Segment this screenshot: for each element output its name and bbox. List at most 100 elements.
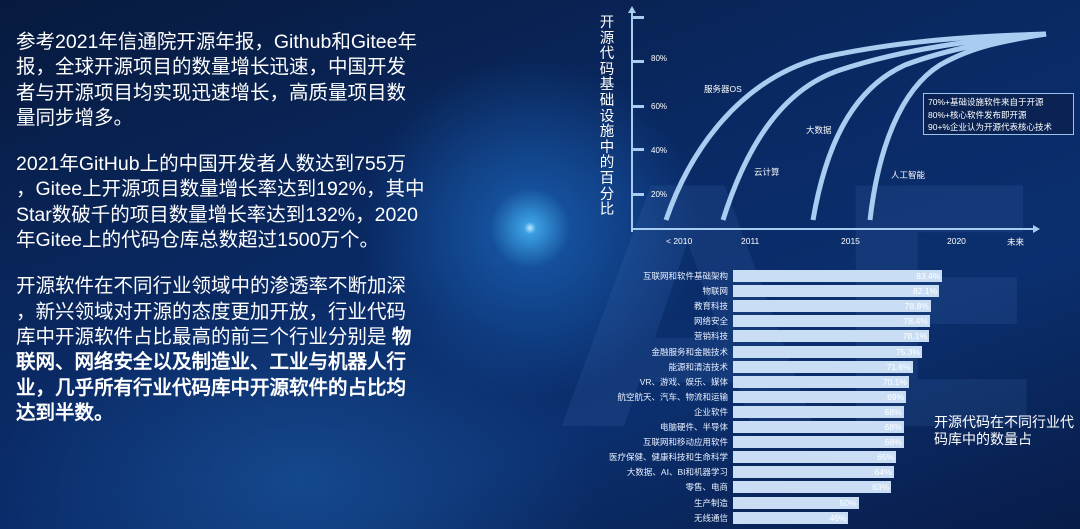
bar <box>733 345 922 358</box>
y-axis-title: 开源代码基础设施中的百分比 <box>599 15 615 219</box>
x-tick-label: 未来 <box>1007 237 1025 247</box>
bar-row: 大数据、AI、BI和机器学习 64% <box>0 466 1080 479</box>
text-segment: Star数破千的项目数量增长率达到132%，2020 <box>16 203 419 226</box>
note-box: 70%+基础设施软件来自于开源 80%+核心软件发布即开源 90+%企业认为开源… <box>923 93 1074 135</box>
bar-category-label: 大数据、AI、BI和机器学习 <box>626 467 728 478</box>
text-line: 参考2021年信通院开源年报，Github和Gitee年 <box>16 30 466 55</box>
bar-row: 能源和清洁技术 71.6% <box>0 360 1080 374</box>
bar <box>733 360 913 373</box>
y-tick-label: 20% <box>651 190 668 199</box>
bar-value-label: 75.3% <box>895 346 920 357</box>
y-tick-label: 40% <box>651 146 668 155</box>
bar-value-label: 50% <box>839 497 857 508</box>
text-line: 库中开源软件占比最高的前三个行业分别是 物 <box>16 325 466 350</box>
bar-row: 教育科技 78.8% <box>0 300 1080 313</box>
text-segment: 物 <box>391 325 412 348</box>
bar-value-label: 82.1% <box>912 286 938 297</box>
bar-value-label: 78.8% <box>904 301 929 312</box>
bar-row: VR、游戏、娱乐、媒体 70.1% <box>0 375 1080 389</box>
text-line: Star数破千的项目数量增长率达到132%，2020 <box>16 203 466 228</box>
bar-row: 互联网和软件基础架构 83.4% <box>0 270 1080 283</box>
curve-label: 大数据 <box>806 125 832 135</box>
bar-row: 金融服务和金融技术 75.3% <box>0 345 1080 359</box>
bar <box>733 315 930 328</box>
bar-row: 企业软件 68% <box>0 405 1080 419</box>
bar-row: 零售、电商 63% <box>0 481 1080 494</box>
text-segment: ，Gitee上开源项目数量增长率达到192%，其中 <box>16 178 425 201</box>
curve-cloud <box>720 31 1047 221</box>
y-ticks <box>632 16 644 196</box>
bar <box>733 496 859 509</box>
bar <box>733 285 940 298</box>
bar-value-label: 65% <box>877 452 895 463</box>
text-segment: 联网、网络安全以及制造业、工业与机器人行 <box>16 351 407 374</box>
y-tick-label: 60% <box>651 102 668 111</box>
text-segment: 年Gitee上的代码仓库总数超过1500万个。 <box>16 229 379 252</box>
text-line: 开源软件在不同行业领域中的渗透率不断加深 <box>16 274 466 299</box>
text-line: 年Gitee上的代码仓库总数超过1500万个。 <box>16 228 466 253</box>
bar-value-label: 71.6% <box>886 361 911 372</box>
x-tick-label: < 2010 <box>666 236 693 246</box>
bar <box>733 405 904 418</box>
bar-category-label: 航空航天、汽车、物流和运输 <box>617 391 728 402</box>
text-line: 业，几乎所有行业代码库中开源软件的占比均 <box>16 376 466 401</box>
bar-value-label: 69% <box>887 391 905 402</box>
bar <box>733 466 894 479</box>
bar-row: 网络安全 78.4% <box>0 315 1080 328</box>
bar-chart-title: 开源代码在不同行业代码库中的数量占 <box>934 414 1074 447</box>
bar-category-label: 生产制造 <box>693 497 728 508</box>
text-segment: 达到半数。 <box>16 401 114 424</box>
bar-category-label: 企业软件 <box>693 406 728 417</box>
note-line: 90+%企业认为开源代表核心技术 <box>928 122 1052 132</box>
bar-value-label: 78.4% <box>903 316 928 327</box>
bar-row: 生产制造 50% <box>0 496 1080 510</box>
bar-value-label: 68% <box>884 437 902 448</box>
text-segment: 2021年GitHub上的中国开发者人数达到755万 <box>16 153 407 176</box>
text-segment: 参考2021年信通院开源年报，Github和Gitee年 <box>16 31 417 53</box>
curve-ai <box>867 31 1047 221</box>
note-line: 80%+核心软件发布即开源 <box>928 109 1027 120</box>
bar-row: 物联网 82.1% <box>0 285 1080 298</box>
bar-category-label: 能源和清洁技术 <box>668 361 728 372</box>
bar-category-label: 营销科技 <box>693 331 728 342</box>
text-segment: 开源软件在不同行业领域中的渗透率不断加深 <box>16 275 407 298</box>
bar-category-label: 互联网和软件基础架构 <box>642 271 728 281</box>
x-tick-label: 2015 <box>841 236 860 246</box>
y-tick-label: 80% <box>651 54 668 63</box>
bar <box>733 421 904 433</box>
bar-category-label: 电脑硬件、半导体 <box>659 422 728 432</box>
paragraph: 开源软件在不同行业领域中的渗透率不断加深 ，新兴领域对开源的态度更加开放，行业代码… <box>16 274 466 426</box>
bar-row: 电脑硬件、半导体 68% <box>0 421 1080 434</box>
text-line: 2021年GitHub上的中国开发者人数达到755万 <box>16 152 466 177</box>
text-line: 量同步增多。 <box>16 106 466 131</box>
text-segment: ，新兴领域对开源的态度更加开放，行业代码 <box>16 300 407 323</box>
bar <box>733 511 849 524</box>
text-segment: 业，几乎所有行业代码库中开源软件的占比均 <box>16 376 407 399</box>
bar <box>733 436 904 449</box>
bar-category-label: 互联网和移动应用软件 <box>642 437 728 448</box>
bar-category-label: 网络安全 <box>693 316 728 327</box>
paragraph: 2021年GitHub上的中国开发者人数达到755万 ，Gitee上开源项目数量增… <box>16 152 466 253</box>
x-axis-arrow <box>1033 225 1040 233</box>
curve-label: 服务器OS <box>704 84 742 94</box>
bar <box>733 375 909 388</box>
bar <box>733 270 943 282</box>
x-tick-label: 2011 <box>741 236 760 246</box>
bar-category-label: 医疗保健、健康科技和生命科学 <box>608 452 728 463</box>
text-line: 达到半数。 <box>16 401 466 426</box>
paragraph: 参考2021年信通院开源年报，Github和Gitee年 报，全球开源项目的数量增… <box>16 30 466 131</box>
bar-row: 航空航天、汽车、物流和运输 69% <box>0 390 1080 404</box>
bar-value-label: 64% <box>874 467 892 478</box>
bar <box>733 451 897 464</box>
text-segment: 报，全球开源项目的数量增长迅速，中国开发 <box>16 56 407 79</box>
bar-category-label: VR、游戏、娱乐、媒体 <box>639 376 728 387</box>
curve-label: 人工智能 <box>891 170 926 180</box>
text-segment: 量同步增多。 <box>16 106 134 129</box>
text-line: 报，全球开源项目的数量增长迅速，中国开发 <box>16 55 466 80</box>
bar-value-label: 68% <box>884 406 902 417</box>
text-segment: 者与开源项目均实现迅速增长，高质量项目数 <box>16 81 407 104</box>
bar-value-label: 46% <box>829 512 847 523</box>
text-line: 者与开源项目均实现迅速增长，高质量项目数 <box>16 81 466 106</box>
text-line: ，Gitee上开源项目数量增长率达到192%，其中 <box>16 177 466 202</box>
